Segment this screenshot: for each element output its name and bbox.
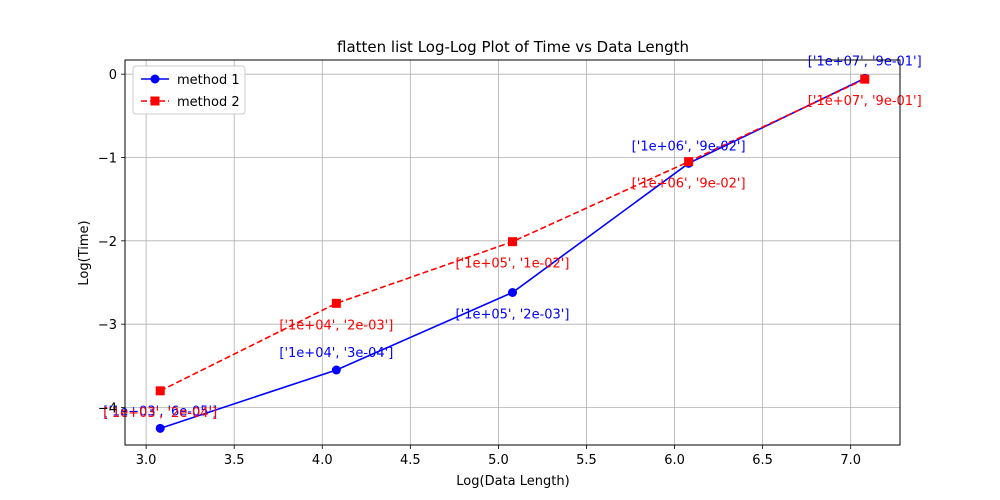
y-tick-label: −4	[98, 402, 117, 417]
series-1-data-label: ['1e+05', '2e-03']	[456, 308, 570, 323]
legend-box	[132, 65, 246, 115]
x-tick-label: 5.5	[576, 453, 597, 468]
series-2-data-label: ['1e+06', '9e-02']	[632, 177, 746, 192]
plot-series	[155, 73, 870, 433]
x-tick-label: 7.0	[840, 453, 861, 468]
axis-ticks: 3.0 3.5 4.0 4.5 5.0 5.5 6.0 6.5 7.0 0 −1 −2 −3 −4	[98, 68, 861, 468]
series-1-data-label: ['1e+07', '9e-01']	[808, 54, 922, 69]
series-1-point	[508, 288, 517, 297]
series-2-point	[331, 298, 341, 308]
x-tick-label: 6.0	[664, 453, 685, 468]
series-1-data-label: ['1e+03', '6e-05']	[103, 404, 217, 419]
legend-marker-1	[150, 74, 160, 84]
grid-lines	[125, 60, 900, 445]
y-axis-title: Log(Time)	[77, 220, 92, 285]
series-1-point	[155, 423, 165, 433]
series-2-data-label: ['1e+03', '2e-04']	[103, 406, 217, 421]
series-1-point	[331, 365, 341, 375]
x-tick-label: 4.0	[312, 453, 333, 468]
series-2-data-label: ['1e+04', '2e-03']	[279, 318, 393, 333]
x-tick-label: 5.0	[488, 453, 509, 468]
plot-frame	[124, 59, 901, 446]
data-labels: ['1e+03', '6e-05'] ['1e+04', '3e-04'] ['1e…	[103, 54, 921, 421]
legend: method 1 method 2	[132, 65, 246, 115]
y-tick-label: 0	[109, 68, 117, 83]
legend-label-1: method 1	[177, 73, 240, 88]
series-2-data-label: ['1e+05', '1e-02']	[456, 257, 570, 272]
legend-label-2: method 2	[177, 95, 240, 110]
series-1-data-label: ['1e+04', '3e-04']	[279, 346, 393, 361]
series-1-data-label: ['1e+06', '9e-02']	[632, 139, 746, 154]
legend-marker-2	[150, 96, 160, 106]
series-2-point	[860, 74, 870, 84]
y-tick-label: −1	[98, 152, 117, 167]
x-tick-label: 4.5	[400, 453, 421, 468]
y-tick-label: −3	[98, 318, 117, 333]
series-2-point	[508, 237, 517, 247]
chart-title: flatten list Log-Log Plot of Time vs Dat…	[337, 38, 689, 56]
x-tick-label: 3.0	[136, 453, 157, 468]
series-2-point	[684, 157, 694, 167]
series-2-point	[155, 386, 165, 396]
series-2-data-label: ['1e+07', '9e-01']	[808, 94, 922, 109]
x-axis-title: Log(Data Length)	[456, 474, 569, 489]
x-tick-label: 3.5	[224, 453, 245, 468]
x-tick-label: 6.5	[752, 453, 773, 468]
y-tick-label: −2	[98, 235, 117, 250]
